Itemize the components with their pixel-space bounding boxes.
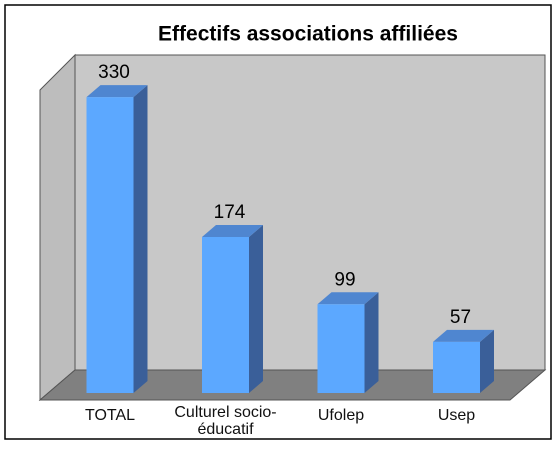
bar-face [364, 292, 379, 393]
value-label: 330 [98, 62, 130, 83]
value-label: 99 [334, 269, 355, 290]
x-tick-label: Culturel socio-éducatif [174, 404, 277, 438]
floor [38, 369, 547, 401]
value-label: 57 [450, 307, 471, 328]
x-tick-label: Usep [437, 407, 476, 424]
bar-face [202, 225, 263, 238]
bar [86, 85, 148, 393]
bar [202, 225, 263, 393]
bar-face [480, 329, 494, 393]
bar-face [249, 225, 263, 393]
x-tick-label: TOTAL [84, 407, 136, 424]
bar-face [433, 341, 480, 393]
side-wall [39, 53, 76, 402]
bar-face [133, 85, 148, 393]
chart-title: Effectifs associations affiliées [158, 23, 458, 46]
bar [317, 292, 379, 393]
bar-face [317, 304, 365, 393]
bar-face [86, 97, 134, 393]
bar [433, 329, 494, 393]
value-label: 174 [214, 202, 246, 223]
bar-face [433, 329, 494, 342]
bar-face [202, 237, 249, 393]
x-tick-label: Ufolep [317, 407, 365, 424]
bar-face [86, 85, 148, 98]
bar-face [317, 292, 379, 305]
